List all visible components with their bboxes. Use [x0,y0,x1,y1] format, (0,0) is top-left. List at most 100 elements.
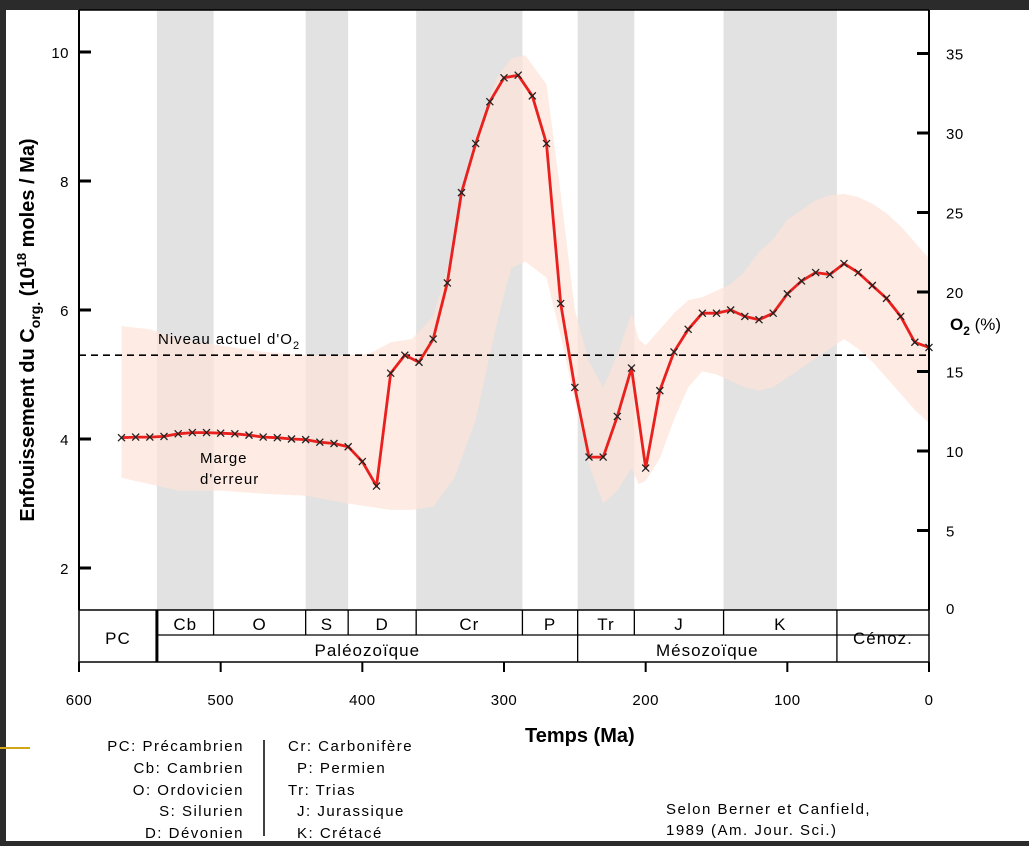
y2-axis-label: O2 (%) [950,315,1001,338]
x-tick-label: 100 [774,692,801,709]
x-tick-label: 300 [491,692,518,709]
data-point [315,438,324,447]
legend-item: D: Dévonien [145,825,244,841]
data-point-mark [910,338,919,347]
data-point-mark [485,97,494,106]
abbreviation-legend: PC: Précambrien Cb: Cambrien O: Ordovici… [107,738,411,842]
x-tick-label: 600 [66,692,93,709]
data-point [797,277,806,285]
data-point [627,364,636,373]
data-point-mark [457,188,466,197]
data-point [641,464,650,472]
series-group [117,71,933,491]
data-point-mark [528,91,537,100]
data-point [825,270,834,279]
data-point [613,412,622,421]
data-point [429,335,438,343]
y2-tick-label: 35 [946,47,964,64]
data-point [910,338,919,347]
period-label: J [674,615,684,634]
data-point-mark [641,464,650,472]
data-point-mark [726,306,735,314]
legend-item: PC: Précambrien [107,738,244,755]
x-tick-label: 500 [207,692,234,709]
data-point-mark [655,386,664,395]
data-point-mark [769,309,778,318]
error-margin-label: Marge [200,450,248,467]
data-point [854,268,863,277]
data-point [528,91,537,100]
data-point-mark [783,289,792,298]
y-tick-label: 10 [51,45,69,62]
y-tick-label: 2 [60,561,69,578]
legend-item: Tr: Trias [288,782,356,799]
data-point [372,482,381,491]
period-label: Cb [173,615,197,634]
data-point-mark [868,281,877,290]
data-point-mark [117,433,126,442]
data-point [415,358,423,367]
data-point-mark [429,335,438,343]
data-point-mark [684,325,693,334]
data-point [585,453,593,462]
data-point-mark [542,139,551,148]
data-point [301,435,310,444]
period-label: D [376,615,389,634]
data-point-mark [627,364,636,373]
legend-item: Cb: Cambrien [133,760,244,777]
data-point [783,289,792,298]
data-point-mark [160,432,168,441]
data-point-mark [273,433,282,442]
data-point [131,433,140,442]
data-point-mark [330,439,338,448]
data-point [698,309,707,318]
data-point-mark [344,442,353,451]
data-point-mark [216,429,225,438]
data-point [174,429,183,438]
period-label: S [321,615,333,634]
data-point [726,306,735,314]
data-point-mark [230,429,239,438]
data-point-mark [500,73,508,82]
y-tick-label: 6 [60,303,69,320]
period-label: Cr [459,615,479,634]
legend-item: K: Crétacé [297,825,383,841]
data-point [471,139,480,148]
timescale-box [78,609,930,663]
y-axis-label: Enfouissement du Corg. (1018 moles / Ma) [14,138,43,521]
axes-group: 2 4 6 8 10 0 5 10 15 20 25 30 35 [51,9,964,618]
period-stripe [305,10,349,610]
dark-top-frame [0,0,1029,10]
data-point-mark [372,482,381,491]
period-label: Cénoz. [853,629,913,648]
data-point [358,457,367,466]
period-label: O [253,615,267,634]
data-point [273,433,282,442]
data-point [145,433,154,442]
data-point-mark [131,433,140,442]
data-point [712,309,721,318]
data-point [230,429,239,438]
dark-left-frame [0,10,6,841]
period-stripe [577,10,635,610]
era-label: Paléozoïque [315,641,421,660]
data-point-mark [471,139,480,148]
data-point-mark [570,383,579,392]
data-point-mark [882,294,891,303]
data-point-mark [585,453,593,462]
y-tick-label: 8 [60,174,69,191]
data-point [684,325,693,334]
x-axis-label: Temps (Ma) [525,725,635,747]
y2-tick-label: 15 [946,365,964,382]
data-point [769,309,778,318]
data-point [542,139,551,148]
y2-tick-label: 0 [946,601,955,618]
legend-item: P: Permien [297,760,386,777]
data-point [655,386,664,395]
data-point-mark [755,315,763,324]
period-label: PC [105,629,131,648]
data-point [344,442,353,451]
x-tick-label: 0 [925,692,934,709]
data-point-mark [698,309,707,318]
data-point [117,433,126,442]
